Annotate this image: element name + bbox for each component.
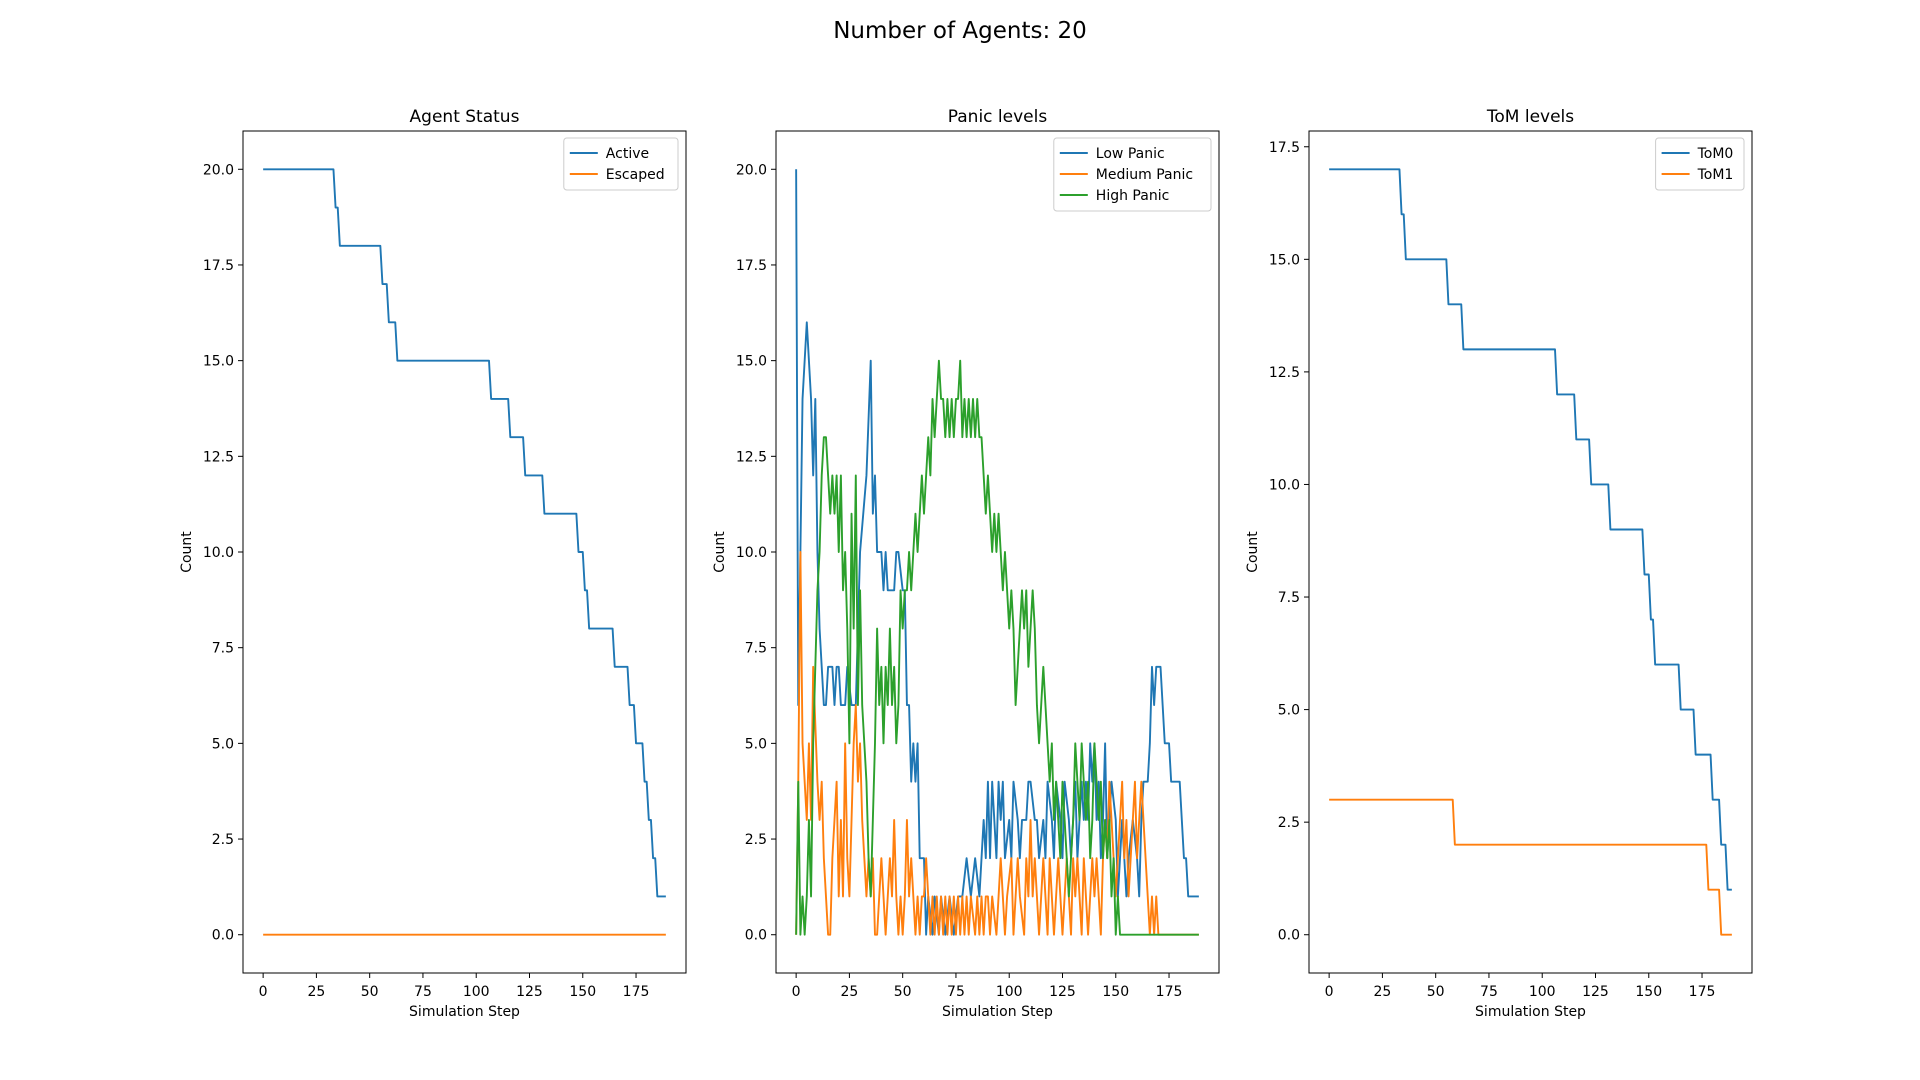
y-tick-label: 12.5 (736, 449, 767, 465)
chart-title: Agent Status (410, 107, 520, 127)
x-tick-label: 150 (1635, 984, 1662, 1000)
legend-box (1655, 137, 1745, 191)
y-tick-label: 10.0 (736, 545, 767, 561)
y-tick-label: 17.5 (203, 258, 234, 274)
x-tick-label: 100 (1529, 984, 1556, 1000)
y-tick-label: 5.0 (745, 736, 767, 752)
y-tick-label: 2.5 (745, 832, 767, 848)
y-tick-label: 7.5 (745, 641, 767, 657)
x-tick-label: 175 (623, 984, 650, 1000)
y-tick-label: 5.0 (212, 736, 234, 752)
legend-label-high-panic: High Panic (1096, 188, 1169, 204)
x-tick-label: 0 (1325, 984, 1334, 1000)
y-tick-label: 15.0 (736, 354, 767, 370)
legend-box (563, 137, 679, 191)
legend-label-active: Active (606, 146, 649, 162)
x-tick-label: 25 (840, 984, 858, 1000)
y-tick-label: 17.5 (1269, 140, 1300, 156)
x-tick-label: 125 (516, 984, 543, 1000)
series-line-high-panic (795, 359, 1199, 936)
chart-title: ToM levels (1486, 107, 1574, 127)
y-tick-label: 2.5 (212, 832, 234, 848)
y-axis-label: Count (1245, 531, 1261, 573)
y-tick-label: 7.5 (1278, 590, 1300, 606)
y-axis-label: Count (712, 531, 728, 573)
y-tick-label: 20.0 (203, 162, 234, 178)
legend-label-medium-panic: Medium Panic (1096, 167, 1193, 183)
series-line-low-panic (795, 169, 1199, 936)
legend: Low Panic Medium Panic High Panic (1053, 137, 1212, 212)
x-tick-label: 0 (792, 984, 801, 1000)
plot-frame (242, 130, 687, 974)
x-tick-label: 150 (1102, 984, 1129, 1000)
y-tick-label: 15.0 (1269, 252, 1300, 268)
x-axis-label: Simulation Step (942, 1004, 1053, 1020)
x-tick-label: 25 (1373, 984, 1391, 1000)
y-tick-label: 15.0 (203, 354, 234, 370)
x-tick-label: 125 (1049, 984, 1076, 1000)
y-tick-label: 10.0 (1269, 477, 1300, 493)
x-tick-label: 25 (307, 984, 325, 1000)
legend-label-tom1: ToM1 (1697, 167, 1734, 183)
x-axis-label: Simulation Step (1475, 1004, 1586, 1020)
x-tick-label: 50 (894, 984, 912, 1000)
legend-label-escaped: Escaped (606, 167, 665, 183)
x-tick-label: 0 (259, 984, 268, 1000)
x-tick-label: 75 (947, 984, 965, 1000)
chart-agent-status: 0 25 50 75 100 125 150 175 0.0 2.5 5.0 7.5 10.0 12.5 1… (179, 107, 687, 1020)
y-tick-label: 0.0 (745, 928, 767, 944)
x-tick-label: 175 (1689, 984, 1716, 1000)
plot-frame (1308, 130, 1753, 974)
y-axis-label: Count (179, 531, 195, 573)
x-tick-label: 100 (996, 984, 1023, 1000)
y-tick-label: 17.5 (736, 258, 767, 274)
x-tick-label: 50 (361, 984, 379, 1000)
chart-panic-levels: 0 25 50 75 100 125 150 175 0.0 2.5 5.0 7.5 10.0 12.5 1… (712, 107, 1220, 1020)
legend: ToM0 ToM1 (1655, 137, 1745, 191)
x-tick-label: 175 (1156, 984, 1183, 1000)
y-tick-label: 12.5 (203, 449, 234, 465)
x-tick-label: 125 (1582, 984, 1609, 1000)
y-tick-label: 10.0 (203, 545, 234, 561)
chart-title: Panic levels (948, 107, 1048, 127)
series-line-tom1 (1329, 798, 1732, 936)
y-tick-label: 2.5 (1278, 815, 1300, 831)
y-tick-label: 0.0 (1278, 928, 1300, 944)
series-line-tom0 (1329, 168, 1732, 891)
x-tick-label: 150 (569, 984, 596, 1000)
chart-tom-levels: 0 25 50 75 100 125 150 175 0.0 2.5 5.0 7.5 10.0 12.5 1… (1245, 107, 1753, 1020)
y-tick-label: 0.0 (212, 928, 234, 944)
legend-box (1053, 137, 1212, 212)
x-axis-label: Simulation Step (409, 1004, 520, 1020)
y-tick-label: 7.5 (212, 641, 234, 657)
legend: Active Escaped (563, 137, 679, 191)
y-tick-label: 12.5 (1269, 365, 1300, 381)
x-tick-label: 50 (1427, 984, 1445, 1000)
series-line-active (263, 168, 666, 898)
x-tick-label: 100 (463, 984, 490, 1000)
x-tick-label: 75 (1480, 984, 1498, 1000)
legend-label-tom0: ToM0 (1697, 146, 1734, 162)
figure-title: Number of Agents: 20 (833, 18, 1087, 44)
y-tick-label: 5.0 (1278, 703, 1300, 719)
y-tick-label: 20.0 (736, 162, 767, 178)
x-tick-label: 75 (414, 984, 432, 1000)
legend-label-low-panic: Low Panic (1096, 146, 1165, 162)
